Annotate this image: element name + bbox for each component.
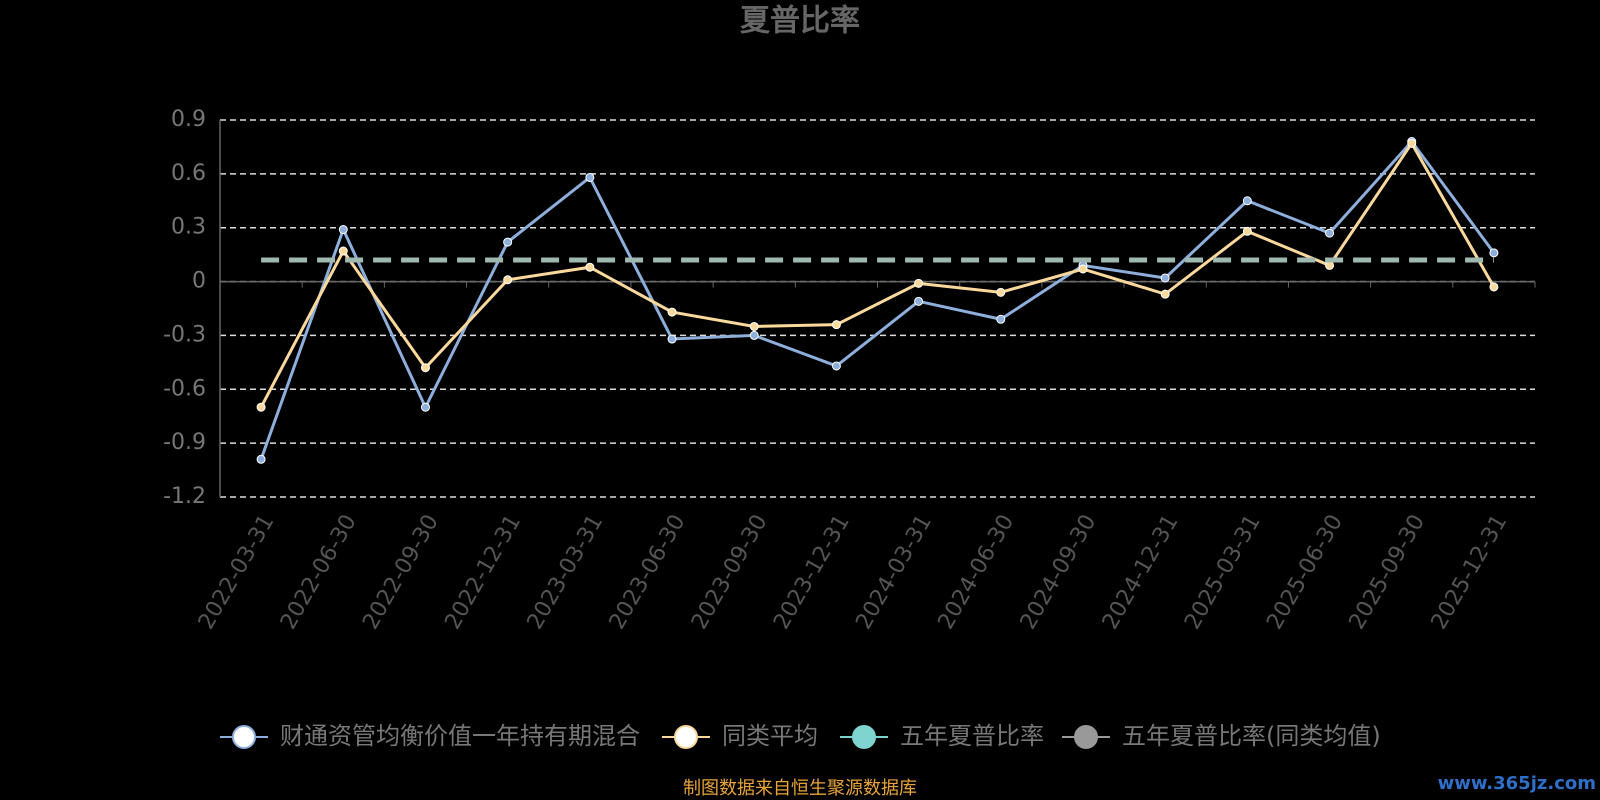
x-tick-label: 2023-03-31 [523,511,609,634]
data-point [420,363,430,373]
x-tick-label: 2025-06-30 [1262,511,1348,634]
x-tick-label: 2022-09-30 [358,511,444,634]
y-tick-label: 0 [192,269,206,294]
x-tick-label: 2023-06-30 [605,511,691,634]
legend-marker [852,725,876,749]
data-point [503,275,513,285]
data-point [996,314,1006,324]
legend-marker [232,725,256,749]
data-point [420,402,430,412]
data-point [1325,260,1335,270]
legend-marker [1074,725,1098,749]
x-tick-label: 2024-12-31 [1098,511,1184,634]
data-point [667,307,677,317]
data-point [1160,289,1170,299]
data-point [585,262,595,272]
legend-label: 五年夏普比率(同类均值) [1122,722,1381,750]
data-point [667,334,677,344]
data-point [749,330,759,340]
y-tick-label: 0.9 [171,107,206,132]
data-point [1407,138,1417,148]
x-tick-label: 2022-06-30 [276,511,362,634]
data-point [338,246,348,256]
y-tick-label: 0.3 [171,215,206,240]
y-tick-label: -0.6 [163,376,206,401]
watermark: www.365jz.com [1438,773,1596,794]
data-point [831,320,841,330]
series-line [259,139,1496,460]
x-tick-label: 2024-06-30 [934,511,1020,634]
x-tick-label: 2025-12-31 [1427,511,1513,634]
x-tick-label: 2024-03-31 [851,511,937,634]
data-point [914,296,924,306]
data-point [338,225,348,235]
data-point [503,237,513,247]
y-tick-label: -1.2 [163,484,206,509]
data-point [585,172,595,182]
data-point [1160,273,1170,283]
x-tick-label: 2025-03-31 [1180,511,1266,634]
x-tick-label: 2022-12-31 [440,511,526,634]
x-tick-label: 2023-09-30 [687,511,773,634]
y-tick-label: -0.3 [163,322,206,347]
data-point [831,361,841,371]
x-tick-label: 2022-03-31 [194,511,280,634]
data-point [996,287,1006,297]
data-point [1242,226,1252,236]
data-point [1078,264,1088,274]
data-point [1489,248,1499,258]
source-note: 制图数据来自恒生聚源数据库 [683,778,917,799]
chart-title: 夏普比率 [740,4,860,39]
legend-marker [674,725,698,749]
x-tick-label: 2025-09-30 [1345,511,1431,634]
data-point [1325,228,1335,238]
legend-label: 五年夏普比率 [900,722,1044,750]
data-point [749,321,759,331]
data-point [256,402,266,412]
legend-label: 同类平均 [722,722,818,750]
legend-label: 财通资管均衡价值一年持有期混合 [280,722,640,750]
data-point [914,278,924,288]
data-point [256,454,266,464]
x-tick-label: 2023-12-31 [769,511,855,634]
x-tick-label: 2024-09-30 [1016,511,1102,634]
data-point [1242,196,1252,206]
data-point [1489,282,1499,292]
y-tick-label: 0.6 [171,161,206,186]
series-line [259,140,1496,408]
y-tick-label: -0.9 [163,430,206,455]
